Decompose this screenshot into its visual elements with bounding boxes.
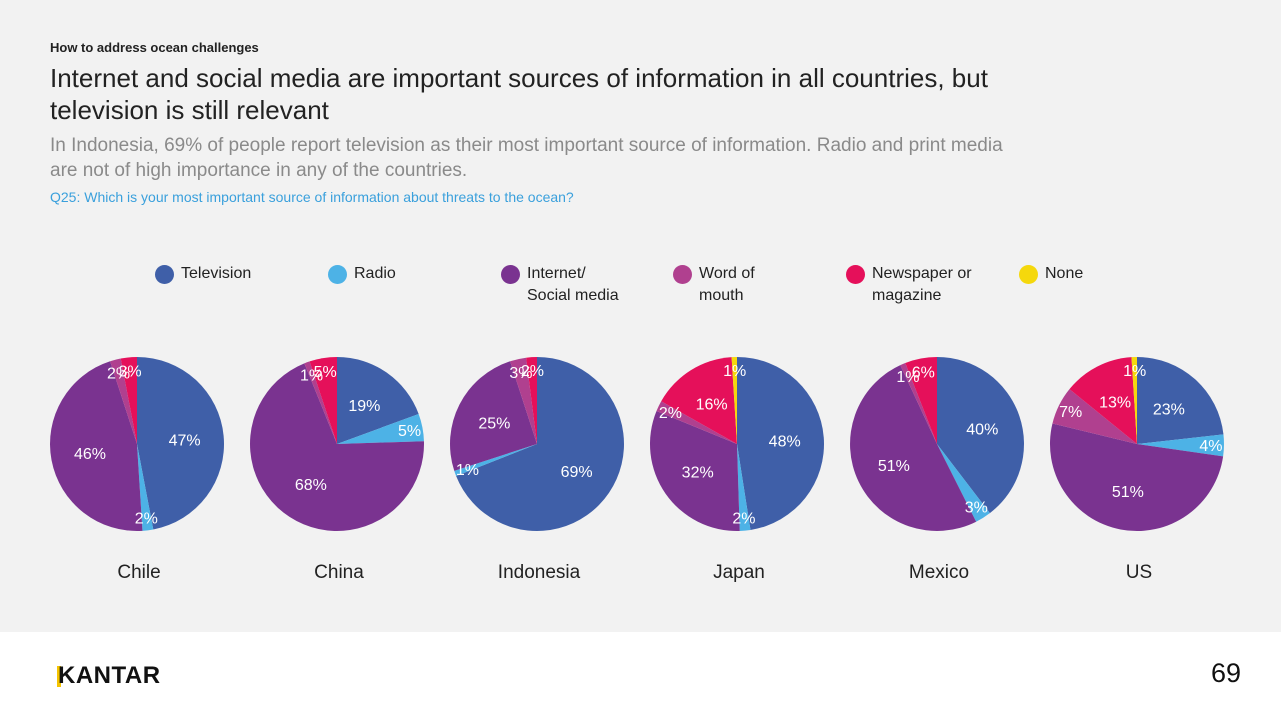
pie-japan: 48% 2% 32% 2% 16% 1% Japan — [649, 356, 825, 583]
slice-us-newspaper-or-magazine — [1069, 357, 1137, 444]
data-label: 13% — [1099, 395, 1131, 412]
country-label: China — [314, 562, 364, 583]
slice-mexico-radio — [937, 444, 990, 522]
data-label: 40% — [966, 422, 998, 439]
slice-us-television — [1137, 357, 1224, 444]
legend-swatch-word-of-mouth — [673, 265, 692, 284]
data-label: 3% — [965, 500, 988, 517]
data-label: 6% — [912, 364, 935, 381]
data-label: 1% — [896, 369, 919, 386]
legend-label: None — [1045, 265, 1084, 282]
data-label: 1% — [456, 462, 479, 479]
data-label: 46% — [74, 446, 106, 463]
legend-swatch-internet — [501, 265, 520, 284]
pie-china: 19%5%68%1%5%China — [250, 356, 425, 583]
slice-chile-radio — [137, 444, 154, 531]
pie-charts: 47%2%46%2%3%Chile19%5%68%1%5%China69%1%2… — [50, 356, 1224, 583]
data-label: 47% — [169, 433, 201, 450]
slice-japan-television — [737, 356, 825, 530]
data-label: 51% — [1112, 484, 1144, 501]
pie-mexico: 40% 3% 51% 1%6% Mexico — [850, 357, 1024, 583]
data-label: 1% — [1123, 363, 1146, 380]
data-label: 48% — [769, 433, 801, 450]
data-label: 2% — [135, 510, 158, 527]
legend-swatch-television — [155, 265, 174, 284]
slice-japan-word-of-mouth — [656, 401, 737, 444]
country-label: US — [1126, 562, 1152, 583]
slice-indonesia-word-of-mouth — [510, 357, 537, 444]
slice-mexico-newspaper-or-magazine — [905, 357, 937, 444]
page-number: 69 — [1210, 658, 1241, 688]
pie-us: 23% 4% 51% 7% 13% 1% US — [1049, 357, 1224, 583]
country-label: Mexico — [909, 562, 969, 583]
country-label: Chile — [117, 562, 160, 583]
slice-chile-television — [137, 356, 225, 530]
kicker: How to address ocean challenges — [50, 40, 259, 55]
slice-chile-internet-social-media — [50, 361, 143, 532]
slice-chile-word-of-mouth — [110, 358, 137, 444]
data-label: 2% — [732, 511, 755, 528]
data-label: 3% — [118, 363, 141, 380]
slice-japan-none — [731, 357, 737, 444]
data-label: 51% — [878, 458, 910, 475]
data-label: 1% — [723, 363, 746, 380]
data-label: 5% — [398, 423, 421, 440]
data-label: 2% — [107, 365, 130, 382]
data-label: 5% — [314, 364, 337, 381]
slice-mexico-internet-social-media — [850, 365, 977, 531]
slice-china-word-of-mouth — [304, 361, 337, 444]
legend-label: Television — [181, 265, 252, 282]
country-label: Japan — [713, 562, 765, 583]
survey-question: Q25: Which is your most important source… — [50, 189, 574, 205]
legend-label: Word of mouth — [699, 265, 755, 304]
slice-china-radio — [337, 413, 424, 444]
slice-japan-newspaper-or-magazine — [661, 357, 737, 444]
slice-us-radio — [1137, 434, 1224, 457]
data-label: 1% — [300, 368, 323, 385]
page-title: Internet and social media are important … — [50, 63, 988, 125]
slice-china-newspaper-or-magazine — [309, 357, 337, 444]
data-label: 7% — [1059, 404, 1082, 421]
slice-indonesia-television — [456, 357, 624, 532]
data-label: 2% — [659, 405, 682, 422]
data-label: 69% — [561, 464, 593, 481]
legend-swatch-radio — [328, 265, 347, 284]
slice-indonesia-internet-social-media — [450, 361, 537, 471]
slice-japan-radio — [737, 444, 751, 531]
slice-mexico-word-of-mouth — [900, 362, 937, 444]
slice-indonesia-newspaper-or-magazine — [526, 357, 537, 444]
data-label: 19% — [348, 398, 380, 415]
slice-china-television — [337, 356, 419, 444]
page-subtitle: In Indonesia, 69% of people report telev… — [50, 135, 1003, 181]
data-label: 4% — [1199, 438, 1222, 455]
data-label: 32% — [682, 464, 714, 481]
slice-chile-newspaper-or-magazine — [120, 357, 137, 444]
slice-mexico-television — [937, 357, 1024, 514]
legend-label: Radio — [354, 265, 396, 282]
country-label: Indonesia — [498, 562, 581, 583]
slice-us-none — [1131, 357, 1137, 444]
pie-indonesia: 69% 1% 25% 3%2% Indonesia — [450, 357, 624, 583]
data-label: 23% — [1153, 401, 1185, 418]
data-label: 3% — [509, 365, 532, 382]
kantar-logo: KANTAR — [58, 662, 161, 689]
pie-chile: 47%2%46%2%3%Chile — [50, 356, 225, 583]
logo-accent — [57, 666, 61, 687]
data-label: 68% — [295, 477, 327, 494]
slice-indonesia-radio — [454, 444, 537, 477]
legend-swatch-none — [1019, 265, 1038, 284]
legend-label: Newspaper or magazine — [872, 265, 972, 304]
footer: KANTAR 69 — [0, 632, 1281, 721]
legend-label: Internet/ Social media — [527, 265, 619, 304]
data-label: 2% — [521, 363, 544, 380]
data-label: 25% — [478, 415, 510, 432]
legend-swatch-newspaper — [846, 265, 865, 284]
slice-us-internet-social-media — [1049, 423, 1224, 532]
slice-us-word-of-mouth — [1052, 389, 1137, 444]
data-label: 16% — [696, 397, 728, 414]
slice-china-internet-social-media — [250, 363, 425, 531]
slice-japan-internet-social-media — [649, 411, 740, 532]
